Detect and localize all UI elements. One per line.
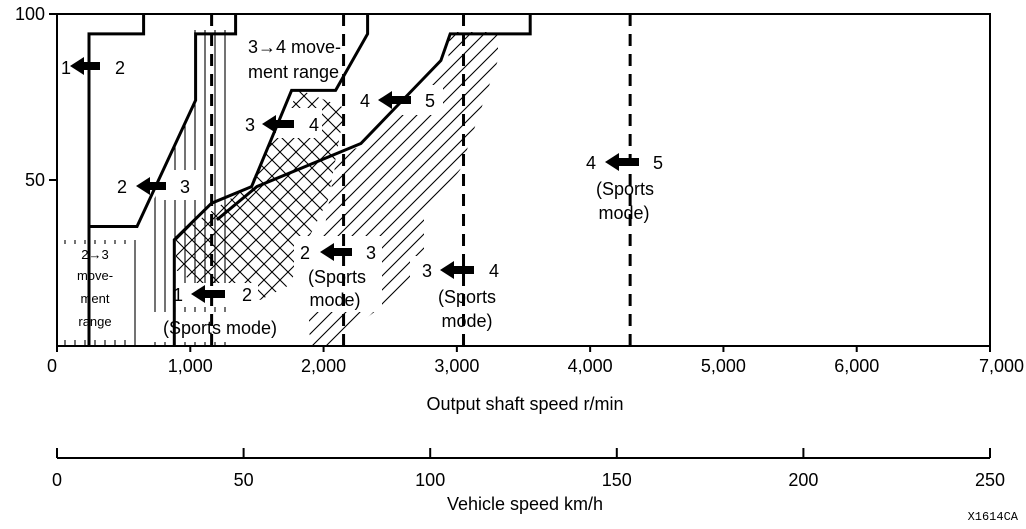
secondary-tick-label: 50	[234, 470, 254, 490]
shift-1-2-arrow	[70, 57, 100, 75]
label-masks	[58, 34, 668, 342]
sports-4-5-note-line1: (Sports	[596, 179, 654, 199]
annotations: 3→4 move- ment range 2→3 move- ment rang…	[61, 37, 663, 338]
secondary-tick-label: 0	[52, 470, 62, 490]
range-2-3-label-line1: 2→3	[81, 247, 108, 262]
shift-4-5-from: 4	[360, 91, 370, 111]
x-tick-label: 2,000	[301, 356, 346, 376]
upshift-line-1-2	[87, 14, 146, 346]
shift-1-2-to: 2	[115, 58, 125, 78]
sports-3-4-from: 3	[422, 261, 432, 281]
sports-4-5-to: 5	[653, 153, 663, 173]
x-tick-label: 3,000	[434, 356, 479, 376]
sports-2-3-note-line2: mode)	[309, 290, 360, 310]
figure-code: X1614CA	[968, 510, 1019, 524]
x-axis-label: Output shaft speed r/min	[426, 394, 623, 414]
plot-lines	[87, 14, 632, 346]
sports-2-3-note-line1: (Sports	[308, 267, 366, 287]
sports-1-2-from: 1	[173, 285, 183, 305]
sports-4-5-from: 4	[586, 153, 596, 173]
x-tick-label: 7,000	[979, 356, 1024, 376]
x-tick-label: 6,000	[834, 356, 879, 376]
shift-3-4-to: 4	[309, 115, 319, 135]
x-tick-label: 0	[47, 356, 57, 376]
y-tick-label: 50	[25, 170, 45, 190]
secondary-tick-label: 150	[602, 470, 632, 490]
sports-1-2-note: (Sports mode)	[163, 318, 277, 338]
shift-4-5-arrow	[378, 91, 411, 109]
x-tick-label: 5,000	[701, 356, 746, 376]
secondary-axis: 0 50 100 150 200 250	[52, 448, 1005, 490]
arrows	[70, 57, 639, 303]
sports-2-3-from: 2	[300, 243, 310, 263]
shift-3-4-arrow	[262, 115, 294, 133]
shift-2-3-arrow	[136, 177, 166, 195]
x-axis: 0 1,000 2,000 3,000 4,000 5,000 6,000 7,000	[47, 346, 1024, 376]
sports-3-4-arrow	[440, 261, 474, 279]
range-3-4-label-line1: 3→4 move-	[248, 37, 341, 57]
sports-2-3-to: 3	[366, 243, 376, 263]
sports-3-4-to: 4	[489, 261, 499, 281]
y-axis: 50 100	[15, 4, 57, 190]
secondary-tick-label: 250	[975, 470, 1005, 490]
shift-4-5-to: 5	[425, 91, 435, 111]
range-2-3-label-line2: move-	[77, 268, 113, 283]
sports-4-5-note-line2: mode)	[598, 203, 649, 223]
shift-2-3-from: 2	[117, 177, 127, 197]
shift-1-2-from: 1	[61, 58, 71, 78]
range-3-4-label-line2: ment range	[248, 62, 339, 82]
sports-2-3-arrow	[320, 243, 352, 261]
x-tick-label: 1,000	[168, 356, 213, 376]
upshift-line-2-3	[89, 14, 238, 228]
secondary-tick-label: 200	[788, 470, 818, 490]
secondary-tick-label: 100	[415, 470, 445, 490]
secondary-axis-label: Vehicle speed km/h	[447, 494, 603, 514]
shift-3-4-from: 3	[245, 115, 255, 135]
sports-3-4-note-line2: mode)	[441, 311, 492, 331]
sports-1-2-to: 2	[242, 285, 252, 305]
sports-4-5-arrow	[605, 153, 639, 171]
y-tick-label: 100	[15, 4, 45, 24]
x-tick-label: 4,000	[568, 356, 613, 376]
range-2-3-label-line3: ment	[81, 291, 110, 306]
range-2-3-label-line4: range	[78, 314, 111, 329]
sports-3-4-note-line1: (Sports	[438, 287, 496, 307]
upshift-line-3-4	[172, 14, 370, 346]
upshift-line-4-5	[215, 14, 532, 221]
sports-1-2-arrow	[191, 285, 225, 303]
shift-2-3-to: 3	[180, 177, 190, 197]
